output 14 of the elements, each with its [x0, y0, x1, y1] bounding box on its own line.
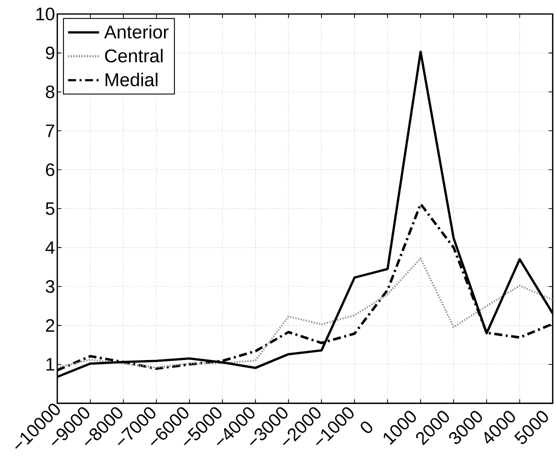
y-tick-label: 5 [46, 202, 54, 215]
y-tick-label: 6 [46, 163, 54, 176]
legend-label: Central [105, 48, 163, 62]
y-tick-label: 7 [46, 124, 54, 137]
y-tick-label: 10 [36, 8, 54, 20]
legend-label: Medial [106, 72, 158, 86]
y-tick-label: 1 [46, 358, 54, 371]
x-tick-label: 0 [360, 422, 372, 434]
y-tick-label: 4 [45, 241, 55, 254]
y-tick-label: 8 [46, 85, 54, 98]
y-tick-label: 3 [46, 280, 54, 293]
y-tick-label: 9 [46, 46, 54, 60]
legend-label: Anterior [104, 24, 169, 39]
y-tick-label: 2 [46, 319, 54, 332]
